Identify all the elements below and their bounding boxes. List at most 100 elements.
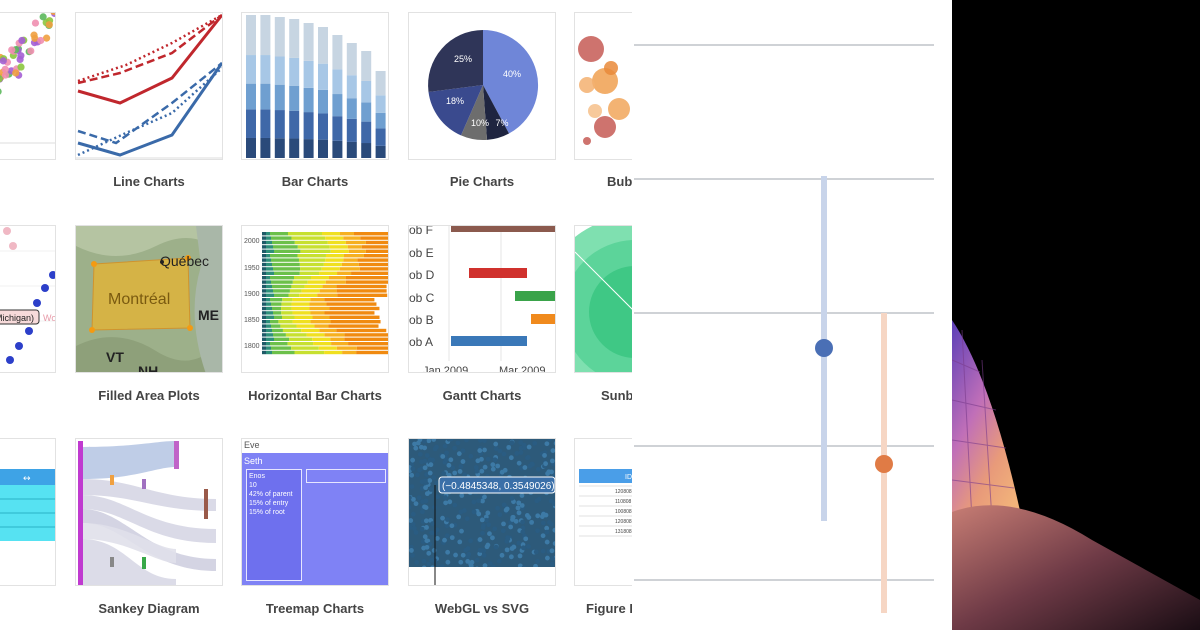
webgl-tooltip-text: (−0.4845348, 0.3549026)	[442, 481, 555, 492]
tables-thumbnail[interactable]: ↔	[0, 438, 56, 586]
filled-area-plots-thumbnail[interactable]: Québec Montréal ME VT NH	[75, 225, 223, 373]
webgl-dot	[509, 440, 514, 445]
webgl-dot	[493, 457, 498, 462]
webgl-dot	[420, 527, 425, 532]
sunburst-charts-thumbnail[interactable]	[574, 225, 632, 373]
webgl-dot	[445, 550, 450, 555]
webgl-dot	[534, 550, 539, 555]
hbar-segment	[337, 294, 387, 297]
hbar-segment	[326, 254, 344, 257]
hbar-segment	[271, 236, 291, 239]
hbar-segment	[349, 250, 366, 253]
webgl-dot	[442, 538, 447, 543]
webgl-dot	[429, 530, 434, 535]
tile-label-horizontal-bar-charts[interactable]: Horizontal Bar Charts	[232, 388, 398, 403]
webgl-dot	[505, 536, 510, 541]
map-label-montreal: Montréal	[108, 291, 170, 308]
tile-label-pie-charts[interactable]: Pie Charts	[399, 174, 565, 189]
scatter-dot	[8, 46, 15, 53]
bar-charts-thumbnail[interactable]	[241, 12, 389, 160]
map-label-vt: VT	[106, 349, 124, 365]
hbar-segment	[278, 320, 292, 323]
scatter-plots-thumbnail[interactable]	[0, 12, 56, 160]
tile-label-bar-charts[interactable]: Bar Charts	[232, 174, 398, 189]
tile-label-treemap-charts[interactable]: Treemap Charts	[232, 601, 398, 616]
tile-label-webgl-vs-svg[interactable]: WebGL vs SVG	[399, 601, 565, 616]
webgl-dot	[541, 549, 546, 554]
bar-segment	[318, 113, 328, 139]
hbar-segment	[271, 346, 291, 349]
webgl-dot	[412, 526, 417, 531]
webgl-dot	[545, 556, 550, 561]
webgl-dot	[432, 548, 437, 553]
webgl-dot	[471, 500, 476, 505]
ff-row-2: 110808	[615, 499, 632, 505]
bubble-charts-thumbnail[interactable]	[574, 12, 632, 160]
webgl-dot	[431, 439, 436, 442]
bar-segment	[347, 119, 357, 142]
pie-charts-thumbnail[interactable]: 40% 25% 18% 10% 7%	[408, 12, 556, 160]
tile-label-line-charts[interactable]: Line Charts	[66, 174, 232, 189]
tile-label-bubble-charts[interactable]: Bub	[566, 174, 632, 189]
hbar-segment	[300, 272, 319, 275]
webgl-dot	[492, 526, 497, 531]
horizontal-bar-charts-thumbnail[interactable]: 2000 1950 1900 1850 1800	[241, 225, 389, 373]
tile-label-scatter-plots[interactable]: lots	[0, 174, 66, 189]
webgl-dot	[520, 530, 525, 535]
hbar-segment	[294, 276, 311, 279]
figure-factory-thumbnail[interactable]: ID 120808 110808 100808 120808 131808	[574, 438, 632, 586]
geodesic-dome-photo	[952, 0, 1200, 630]
webgl-dot	[410, 553, 415, 558]
webgl-dot	[517, 510, 522, 515]
sankey-diagram-thumbnail[interactable]	[75, 438, 223, 586]
hbar-segment	[266, 276, 270, 279]
webgl-vs-svg-thumbnail[interactable]: (−0.4845348, 0.3549026)	[408, 438, 556, 586]
webgl-dot	[498, 449, 503, 454]
treemap-line-value: 10	[249, 481, 299, 490]
webgl-dot	[550, 548, 555, 553]
treemap-node-label: Seth	[244, 456, 263, 466]
hbar-segment	[262, 338, 266, 341]
hbar-segment	[315, 324, 329, 327]
webgl-dot	[480, 531, 485, 536]
webgl-dot	[490, 462, 495, 467]
webgl-dot	[509, 554, 514, 559]
bar-segment	[289, 86, 299, 111]
tile-label-tables[interactable]: s	[0, 601, 66, 616]
hbar-segment	[273, 311, 281, 314]
tile-label-sunburst-charts[interactable]: Sunb	[566, 388, 632, 403]
hbar-segment	[325, 236, 343, 239]
webgl-dot	[486, 522, 491, 527]
webgl-dot	[456, 515, 461, 520]
webgl-dot	[479, 469, 484, 474]
point-series-1	[815, 339, 833, 357]
webgl-dot	[427, 478, 432, 483]
gantt-charts-thumbnail[interactable]: ob F ob E ob D ob C ob B ob A Jan 2009 M…	[408, 225, 556, 373]
scatter-dot	[18, 37, 25, 44]
bar-segment	[332, 116, 342, 141]
hbar-segment	[290, 289, 302, 292]
webgl-dot	[411, 512, 416, 517]
hbar-segment	[266, 236, 271, 239]
webgl-dot	[502, 452, 507, 457]
hbar-segment	[312, 338, 330, 341]
webgl-dot	[482, 439, 487, 443]
tile-label-filled-area-plots[interactable]: Filled Area Plots	[66, 388, 232, 403]
tile-label-gantt-charts[interactable]: Gantt Charts	[399, 388, 565, 403]
hbar-segment	[344, 254, 364, 257]
webgl-dot	[497, 559, 502, 564]
hbar-segment	[262, 311, 266, 314]
hbar-segment	[266, 254, 270, 257]
webgl-dot	[490, 535, 495, 540]
hbar-segment	[288, 342, 313, 345]
dot-plots-thumbnail[interactable]: Michigan) Wo	[0, 225, 56, 373]
tile-label-dot-plots[interactable]: ts	[0, 388, 66, 403]
treemap-charts-thumbnail[interactable]: Eve Seth Enos 10 42% of parent 15% of en…	[241, 438, 389, 586]
tile-label-figure-factory[interactable]: Figure F	[566, 601, 632, 616]
bar-segment	[289, 111, 299, 139]
bar-segment	[361, 51, 371, 81]
webgl-dot	[522, 465, 527, 470]
tile-label-sankey-diagram[interactable]: Sankey Diagram	[66, 601, 232, 616]
webgl-dot	[447, 463, 452, 468]
line-charts-thumbnail[interactable]	[75, 12, 223, 160]
